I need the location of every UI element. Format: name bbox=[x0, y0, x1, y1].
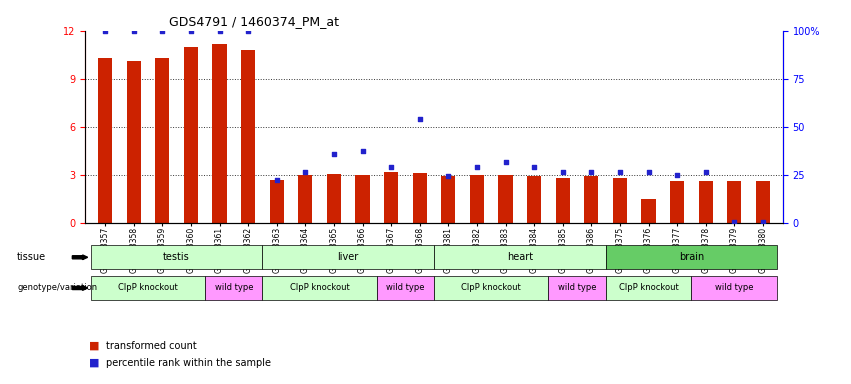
Bar bbox=[184, 47, 198, 223]
Bar bbox=[670, 181, 684, 223]
Text: ClpP knockout: ClpP knockout bbox=[619, 283, 678, 293]
Point bbox=[99, 28, 112, 34]
Bar bbox=[155, 58, 169, 223]
Text: ■: ■ bbox=[89, 341, 100, 351]
Text: heart: heart bbox=[506, 252, 533, 262]
Point bbox=[356, 148, 369, 154]
Text: genotype/variation: genotype/variation bbox=[17, 283, 97, 293]
Point bbox=[756, 219, 769, 225]
Point bbox=[156, 28, 169, 34]
Bar bbox=[327, 174, 341, 223]
Bar bbox=[441, 176, 455, 223]
Bar bbox=[98, 58, 112, 223]
Text: ClpP knockout: ClpP knockout bbox=[118, 283, 178, 293]
Point bbox=[327, 151, 340, 157]
Bar bbox=[298, 175, 312, 223]
Point bbox=[213, 28, 226, 34]
Point bbox=[413, 116, 426, 122]
FancyBboxPatch shape bbox=[91, 245, 262, 270]
Point bbox=[699, 169, 712, 175]
Bar bbox=[699, 181, 713, 223]
Bar bbox=[413, 173, 427, 223]
Bar bbox=[642, 199, 655, 223]
Text: liver: liver bbox=[338, 252, 359, 262]
Bar bbox=[527, 176, 541, 223]
Bar bbox=[384, 172, 398, 223]
Bar bbox=[470, 175, 484, 223]
Point bbox=[528, 164, 541, 170]
FancyBboxPatch shape bbox=[262, 245, 434, 270]
Bar bbox=[127, 61, 141, 223]
Bar bbox=[756, 181, 770, 223]
Bar bbox=[270, 180, 284, 223]
Text: wild type: wild type bbox=[715, 283, 753, 293]
FancyBboxPatch shape bbox=[606, 276, 691, 300]
FancyBboxPatch shape bbox=[691, 276, 777, 300]
Point bbox=[499, 159, 512, 165]
Point bbox=[270, 177, 283, 183]
Text: wild type: wild type bbox=[214, 283, 253, 293]
Bar bbox=[213, 43, 226, 223]
FancyBboxPatch shape bbox=[205, 276, 262, 300]
Bar bbox=[499, 175, 512, 223]
Point bbox=[470, 164, 483, 170]
FancyBboxPatch shape bbox=[377, 276, 434, 300]
Point bbox=[728, 219, 741, 225]
FancyBboxPatch shape bbox=[262, 276, 377, 300]
Point bbox=[442, 173, 455, 179]
FancyBboxPatch shape bbox=[548, 276, 606, 300]
Point bbox=[585, 169, 598, 175]
Bar bbox=[613, 178, 627, 223]
Text: tissue: tissue bbox=[17, 252, 46, 262]
Bar bbox=[584, 176, 598, 223]
Text: percentile rank within the sample: percentile rank within the sample bbox=[106, 358, 271, 368]
FancyBboxPatch shape bbox=[91, 276, 205, 300]
Point bbox=[556, 169, 569, 175]
Point bbox=[242, 28, 255, 34]
Bar bbox=[241, 50, 255, 223]
Text: wild type: wild type bbox=[557, 283, 597, 293]
FancyBboxPatch shape bbox=[434, 245, 606, 270]
Point bbox=[184, 28, 197, 34]
Point bbox=[671, 172, 684, 178]
Text: wild type: wild type bbox=[386, 283, 425, 293]
FancyBboxPatch shape bbox=[434, 276, 548, 300]
Point bbox=[385, 164, 398, 170]
FancyBboxPatch shape bbox=[606, 245, 777, 270]
Text: ■: ■ bbox=[89, 358, 100, 368]
Bar bbox=[356, 175, 369, 223]
Bar bbox=[727, 181, 741, 223]
Text: brain: brain bbox=[679, 252, 704, 262]
Point bbox=[299, 169, 312, 175]
Bar bbox=[556, 178, 570, 223]
Point bbox=[642, 169, 655, 175]
Point bbox=[613, 169, 626, 175]
Text: GDS4791 / 1460374_PM_at: GDS4791 / 1460374_PM_at bbox=[168, 15, 339, 28]
Text: transformed count: transformed count bbox=[106, 341, 197, 351]
Text: ClpP knockout: ClpP knockout bbox=[461, 283, 521, 293]
Point bbox=[127, 28, 140, 34]
Text: ClpP knockout: ClpP knockout bbox=[289, 283, 350, 293]
Text: testis: testis bbox=[163, 252, 190, 262]
